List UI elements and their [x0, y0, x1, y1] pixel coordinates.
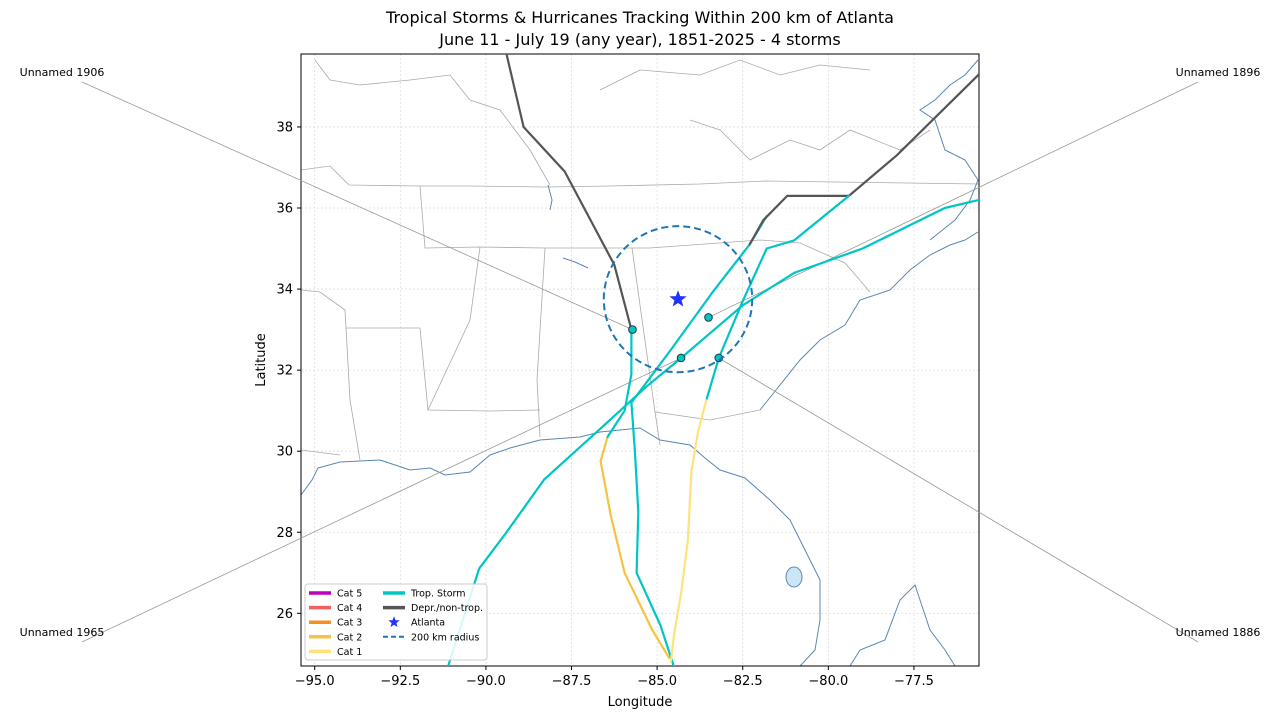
x-tick-label: −95.0 [295, 674, 335, 689]
y-tick-label: 30 [276, 445, 293, 460]
legend-label: Trop. Storm [410, 589, 466, 600]
legend-label: Cat 2 [337, 632, 362, 643]
legend: Cat 5 Cat 4 Cat 3 Cat 2 Cat 1 Trop. Storm Depr… [304, 583, 488, 661]
x-tick-label: −92.5 [380, 674, 420, 689]
x-tick-label: −85.0 [637, 674, 677, 689]
basemap [301, 59, 979, 666]
x-axis-title: Longitude [608, 695, 673, 710]
x-tick-label: −80.0 [808, 674, 848, 689]
legend-label: Cat 1 [337, 647, 362, 658]
legend-label: Depr./non-trop. [411, 603, 483, 614]
storm-label-connector [81, 357, 682, 643]
storm-label-connectors [81, 81, 1199, 643]
x-tick-label: −87.5 [552, 674, 592, 689]
gridlines [301, 54, 979, 666]
y-tick-label: 38 [276, 120, 293, 135]
storm-label: Unnamed 1886 [1176, 626, 1261, 639]
legend-label: Cat 4 [337, 603, 362, 614]
storm-track-segment [669, 397, 708, 663]
storm-entry-marker [704, 313, 713, 322]
y-tick-label: 26 [276, 607, 293, 622]
x-tick-label: −77.5 [894, 674, 934, 689]
legend-label: Cat 5 [337, 589, 362, 600]
storm-labels: Unnamed 1906 Unnamed 1896 Unnamed 1965 Unna… [20, 66, 1261, 639]
atlanta-star-marker [669, 290, 687, 307]
storm-label: Unnamed 1965 [20, 626, 105, 639]
y-tick-label: 34 [276, 283, 293, 298]
x-tick-label: −90.0 [466, 674, 506, 689]
legend-swatch [388, 616, 400, 628]
plot-frame [300, 53, 980, 667]
storm-track-segment [599, 435, 671, 659]
storm-track-segment [705, 194, 850, 400]
storm-label: Unnamed 1906 [20, 66, 105, 79]
axis-ticks: −95.0 −92.5 −90.0 −87.5 −85.0 −82.5 −80.0 −77.5… [276, 120, 933, 689]
storm-entry-markers [628, 313, 724, 363]
chart-subtitle: June 11 - July 19 (any year), 1851-2025 … [439, 30, 841, 49]
storm-tracks [447, 54, 979, 666]
radius-circle-group [602, 225, 754, 374]
legend-label: Cat 3 [337, 618, 362, 629]
storm-entry-marker [628, 325, 637, 334]
legend-label: Atlanta [411, 618, 445, 629]
storm-label-connector [708, 81, 1199, 318]
y-tick-label: 32 [276, 364, 293, 379]
storm-label-connector [718, 357, 1199, 643]
storm-entry-marker [676, 353, 686, 363]
storm-label-connector [81, 81, 633, 330]
storm-track-segment [606, 328, 633, 439]
radius-circle [602, 225, 754, 374]
legend-label: 200 km radius [411, 632, 479, 643]
storm-track-segment [505, 54, 633, 331]
y-axis-title: Latitude [254, 333, 269, 387]
storm-track-segment [447, 198, 979, 666]
x-tick-label: −82.5 [723, 674, 763, 689]
plot-area [301, 54, 979, 666]
storm-track-segment [630, 215, 768, 666]
chart-title: Tropical Storms & Hurricanes Tracking Wi… [386, 8, 894, 27]
y-tick-label: 28 [276, 526, 293, 541]
storm-label: Unnamed 1896 [1176, 66, 1261, 79]
y-tick-label: 36 [276, 202, 293, 217]
